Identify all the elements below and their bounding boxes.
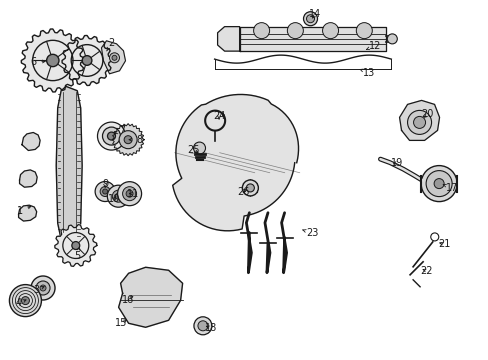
Circle shape [109,53,119,63]
Text: 1: 1 [17,206,31,216]
Circle shape [115,193,121,199]
Circle shape [21,297,29,305]
Circle shape [122,187,136,201]
Text: 5: 5 [74,247,80,261]
Circle shape [72,242,80,249]
Text: 12: 12 [366,41,381,51]
Circle shape [287,23,303,39]
Circle shape [97,122,125,150]
Circle shape [322,23,338,39]
Polygon shape [112,124,144,156]
Circle shape [433,179,443,189]
Text: 4: 4 [16,298,26,308]
Circle shape [100,186,110,197]
Polygon shape [55,225,97,266]
Text: 16: 16 [122,294,134,305]
Text: 26: 26 [237,186,249,197]
Circle shape [107,185,129,207]
Circle shape [40,285,46,291]
Text: 20: 20 [421,109,433,120]
Text: 8: 8 [129,135,142,145]
Circle shape [124,136,132,144]
Circle shape [102,127,120,145]
Polygon shape [399,100,439,140]
Circle shape [107,132,115,140]
Circle shape [306,15,314,23]
Text: 24: 24 [212,111,225,121]
Text: 18: 18 [204,323,217,333]
Text: 21: 21 [437,239,449,249]
Circle shape [95,181,115,202]
Circle shape [413,116,425,129]
Circle shape [102,189,107,194]
Circle shape [119,131,137,149]
Text: 6: 6 [30,57,45,67]
Text: 2: 2 [106,38,114,51]
Circle shape [193,142,205,154]
Circle shape [242,180,258,196]
Text: 10: 10 [108,194,121,204]
Polygon shape [239,27,386,51]
Polygon shape [62,36,112,85]
Circle shape [198,321,207,331]
Text: 15: 15 [115,318,127,328]
Circle shape [253,23,269,39]
Text: 22: 22 [419,266,432,276]
Text: 13: 13 [359,68,375,78]
Circle shape [46,54,59,67]
Polygon shape [172,94,298,231]
Circle shape [112,55,117,60]
Polygon shape [119,267,182,327]
Polygon shape [20,170,37,187]
Polygon shape [102,41,125,74]
Text: 7: 7 [115,125,125,135]
Circle shape [112,190,124,202]
Text: 25: 25 [186,145,199,156]
Polygon shape [21,29,84,92]
Text: 11: 11 [126,189,139,199]
Circle shape [9,285,41,316]
Circle shape [117,182,142,206]
Circle shape [31,276,55,300]
Polygon shape [19,205,37,221]
Polygon shape [22,132,40,150]
Circle shape [356,23,371,39]
Circle shape [246,184,254,192]
Text: 14: 14 [308,9,321,19]
Circle shape [82,56,92,65]
Circle shape [420,166,456,202]
Polygon shape [56,86,82,246]
Polygon shape [217,27,239,51]
Text: 9: 9 [102,179,108,189]
Circle shape [425,171,451,197]
Text: 19: 19 [390,158,403,168]
Circle shape [407,111,431,134]
Circle shape [194,317,211,335]
Circle shape [303,12,317,26]
Circle shape [36,281,50,295]
Text: 17: 17 [442,183,458,193]
Circle shape [386,34,396,44]
Text: 23: 23 [302,228,318,238]
Circle shape [126,190,133,197]
Text: 3: 3 [34,285,44,295]
